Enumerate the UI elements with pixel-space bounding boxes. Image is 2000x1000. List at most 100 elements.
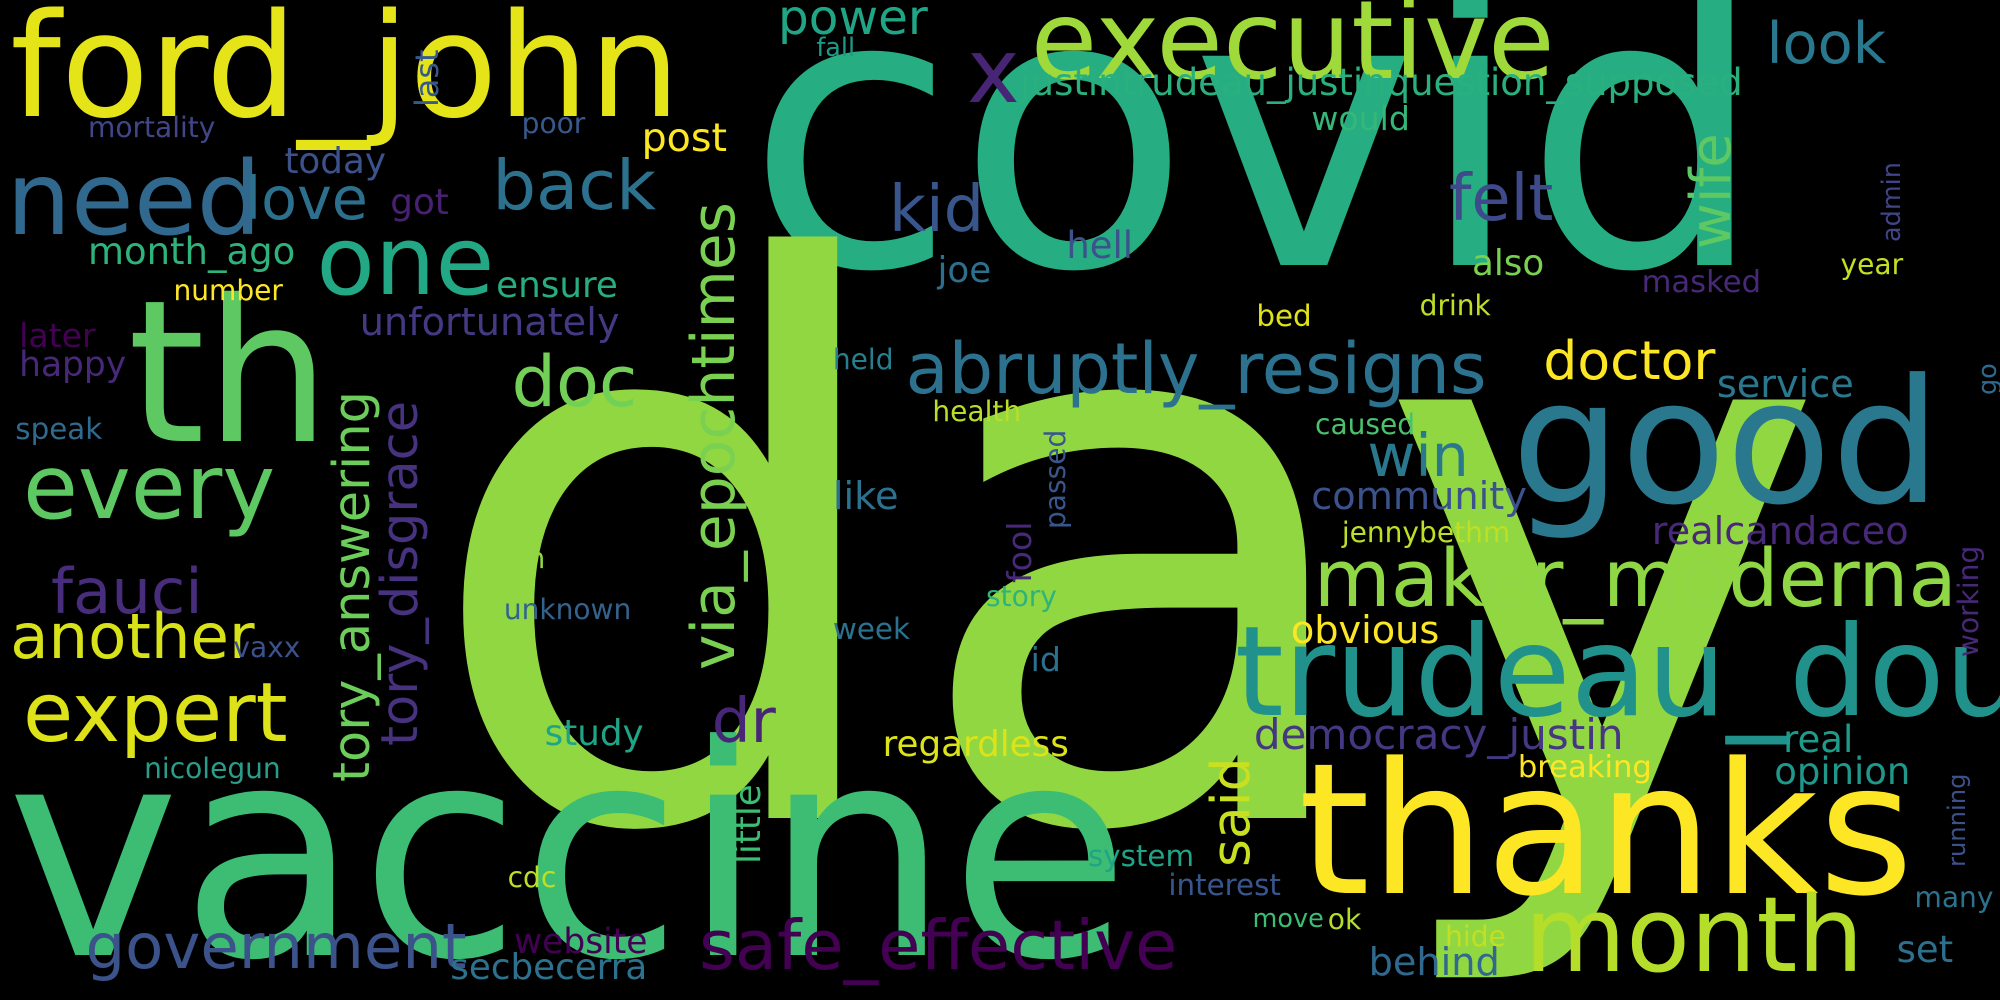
word-dr: dr	[711, 686, 776, 758]
word-fall: fall	[816, 32, 856, 63]
word-move: move	[1252, 903, 1324, 934]
word-little: little	[727, 783, 769, 864]
word-health: health	[932, 394, 1022, 428]
word-expert: expert	[22, 666, 288, 762]
word-vaccine: vaccine	[6, 683, 1131, 1000]
word-passed: passed	[1039, 430, 1073, 530]
word-power: power	[778, 0, 928, 46]
word-happy: happy	[19, 345, 127, 386]
word-back: back	[492, 145, 656, 226]
word-look: look	[1766, 10, 1886, 78]
word-admin: admin	[1877, 162, 1908, 243]
word-win: win	[1367, 422, 1469, 491]
word-later: later	[19, 315, 96, 355]
word-month-ago: month_ago	[88, 230, 296, 274]
word-ok: ok	[1327, 902, 1362, 936]
word-said: said	[1199, 757, 1263, 868]
word-system: system	[1088, 838, 1195, 873]
word-number: number	[173, 273, 283, 307]
word-unknown: unknown	[503, 592, 632, 626]
word-masked: masked	[1641, 264, 1761, 300]
word-one: one	[316, 205, 495, 318]
word-week: week	[832, 611, 910, 646]
word-regardless: regardless	[882, 724, 1069, 766]
word-hide: hide	[1445, 920, 1506, 954]
word-got: got	[390, 181, 449, 223]
word-held: held	[832, 342, 894, 376]
word-safe-effective: safe_effective	[698, 905, 1178, 986]
word-fauci: fauci	[51, 555, 203, 629]
word-doctor: doctor	[1543, 329, 1716, 393]
word-nicolegun: nicolegun	[144, 752, 281, 786]
word-story: story	[985, 579, 1057, 613]
word-website: website	[514, 921, 648, 962]
word-abruptly-resigns: abruptly_resigns	[905, 328, 1487, 411]
word-via-epochtimes: via_epochtimes	[678, 201, 749, 670]
word-good: good	[1511, 342, 1941, 544]
word-trudeau-doug: trudeau_doug	[1234, 599, 2000, 745]
word-like: like	[832, 474, 899, 520]
word-felt: felt	[1448, 162, 1554, 237]
word-breaking: breaking	[1517, 749, 1652, 785]
word-kid: kid	[889, 172, 985, 247]
word-interest: interest	[1168, 868, 1281, 903]
word-secbecerra: secbecerra	[450, 947, 648, 989]
word-joe: joe	[937, 249, 992, 291]
word-obvious: obvious	[1290, 608, 1440, 654]
word-hell: hell	[1066, 224, 1134, 268]
word-love: love	[244, 164, 368, 233]
word-tory-answering: tory_answering	[322, 390, 382, 782]
word-ford-john: ford_john	[10, 0, 681, 150]
word-cdc: cdc	[507, 860, 557, 894]
word-month: month	[1524, 873, 1864, 996]
word-fool: fool	[999, 521, 1039, 583]
word-government: government	[85, 909, 467, 983]
word-service: service	[1716, 362, 1854, 408]
word-doc: doc	[511, 340, 638, 423]
word-go: go	[1972, 363, 2000, 396]
word-wife: wife	[1678, 132, 1744, 249]
word-democracy-justin: democracy_justin	[1253, 710, 1624, 760]
word-today: today	[284, 141, 386, 183]
word-would: would	[1311, 99, 1410, 139]
word-set: set	[1896, 928, 1954, 972]
word-bed: bed	[1256, 299, 1312, 334]
word-behind: behind	[1368, 939, 1500, 985]
word-mortality: mortality	[88, 110, 216, 144]
word-maker-moderna: maker_moderna	[1313, 532, 1957, 625]
word-ensure: ensure	[496, 264, 618, 306]
word-community: community	[1311, 474, 1527, 520]
word-caused: caused	[1315, 407, 1416, 441]
word-speak: speak	[15, 411, 103, 446]
word-realcandaceo: realcandaceo	[1651, 508, 1909, 554]
word-jennybethm: jennybethm	[1341, 516, 1511, 550]
word-unfortunately: unfortunately	[359, 299, 620, 345]
word-th: th	[127, 257, 331, 489]
word-opinion: opinion	[1774, 749, 1911, 793]
word-running: running	[1943, 773, 1972, 868]
word-real: real	[1783, 717, 1854, 761]
word-vaxx: vaxx	[233, 630, 301, 664]
word-executive: executive	[1030, 0, 1555, 105]
word-id: id	[1030, 639, 1061, 679]
word-another: another	[10, 599, 255, 673]
word-last: last	[407, 49, 446, 108]
word-poor: poor	[521, 106, 586, 140]
word-drink: drink	[1419, 289, 1491, 323]
word-year: year	[1840, 248, 1904, 282]
word-study: study	[544, 712, 644, 754]
word-justintrudeau-justinquestion-supposed: justintrudeau_justinquestion_supposed	[1020, 60, 1743, 104]
word-working: working	[1952, 545, 1986, 657]
word-con: con	[494, 541, 546, 575]
word-tory-disgrace: tory_disgrace	[371, 401, 430, 747]
word-many: many	[1914, 880, 1994, 914]
word-thanks: thanks	[1298, 724, 1914, 937]
word-also: also	[1471, 243, 1545, 285]
word-post: post	[641, 114, 727, 161]
word-x: x	[966, 20, 1020, 125]
word-need: need	[6, 140, 262, 260]
word-day: day	[420, 109, 1829, 1000]
word-every: every	[22, 435, 276, 540]
word-covid: covid	[746, 0, 1767, 356]
